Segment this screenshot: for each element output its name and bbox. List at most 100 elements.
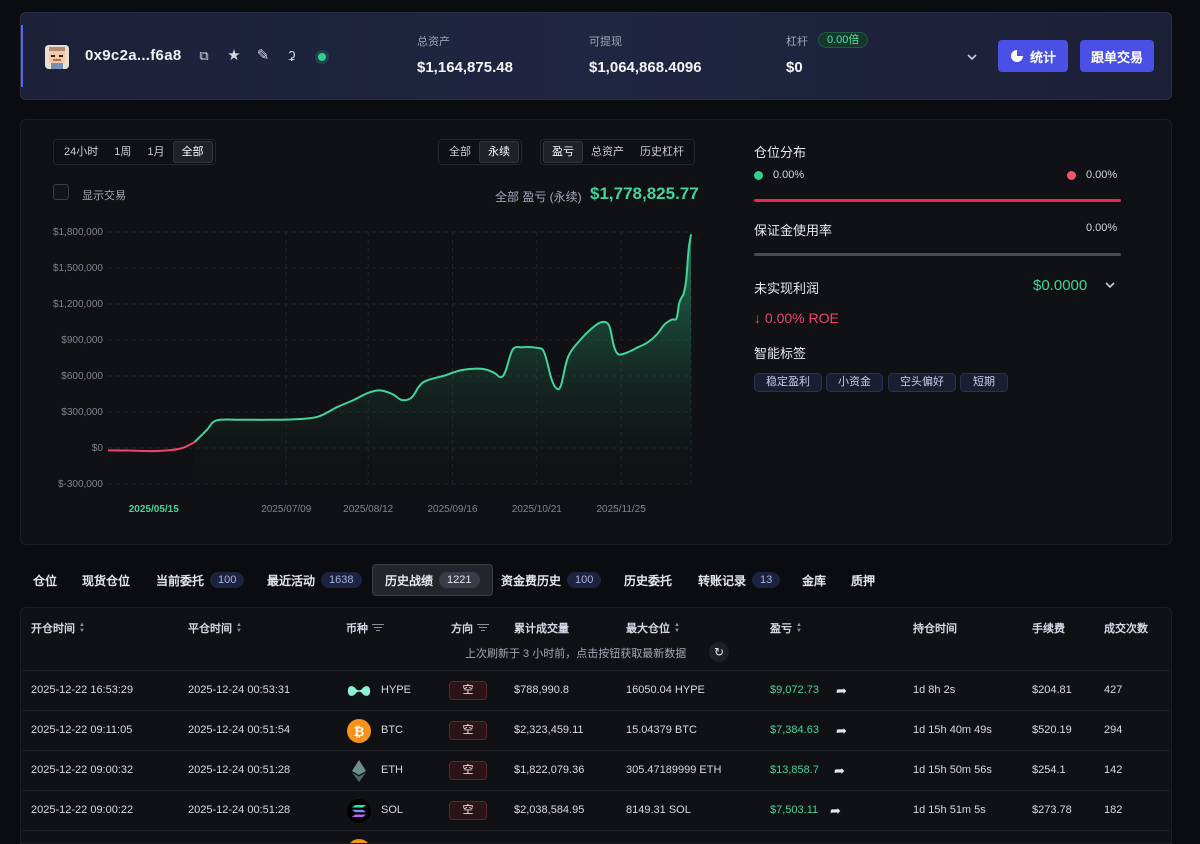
column-header: 累计成交量: [514, 623, 569, 635]
edit-icon[interactable]: ✎: [256, 47, 270, 64]
ear-icon[interactable]: ʡ: [288, 48, 296, 64]
tab-funding-history[interactable]: 资金费历史 100: [489, 564, 613, 596]
stats-button[interactable]: 统计: [998, 40, 1068, 72]
table-row[interactable]: 2025-12-22 09:11:05 2025-12-24 00:51:54 …: [21, 710, 1171, 750]
column-max-position[interactable]: 最大仓位 ▲ ▼: [626, 620, 680, 636]
distribution-bar: [754, 199, 1121, 202]
tab-transfers[interactable]: 转账记录 13: [686, 564, 792, 596]
margin-usage-label: 保证金使用率: [754, 223, 833, 238]
y-tick-label: $-300,000: [58, 479, 103, 490]
show-trades-checkbox[interactable]: [53, 184, 69, 200]
range-selector: 24小时 1周 1月 全部: [53, 139, 216, 165]
coin-symbol: HYPE: [381, 684, 411, 696]
close-time: 2025-12-24 00:53:31: [188, 684, 291, 696]
avatar: [45, 45, 69, 69]
open-time: 2025-12-22 16:53:29: [31, 684, 134, 696]
y-tick-label: $1,500,000: [53, 263, 103, 274]
refresh-icon[interactable]: ↻: [709, 642, 729, 662]
tab-spot-positions[interactable]: 现货仓位: [70, 564, 142, 596]
column-header: 开仓时间: [31, 623, 75, 635]
range-option-1m[interactable]: 1月: [147, 146, 165, 158]
direction-badge: 空: [449, 681, 487, 700]
y-tick-label: $1,800,000: [53, 227, 103, 238]
table-row[interactable]: [21, 830, 1171, 843]
range-option-1w[interactable]: 1周: [114, 146, 132, 158]
copy-trade-button[interactable]: 跟单交易: [1080, 40, 1154, 72]
hold-time: 1d 15h 51m 5s: [913, 804, 986, 816]
max-position: 16050.04 HYPE: [626, 684, 705, 696]
smart-tag: 稳定盈利: [754, 373, 822, 392]
column-close-time[interactable]: 平仓时间 ▲ ▼: [188, 620, 242, 636]
chevron-down-icon[interactable]: [1103, 278, 1117, 297]
range-option-all[interactable]: 全部: [172, 141, 213, 163]
accent-edge: [21, 25, 23, 87]
unrealized-pnl-label: 未实现利润: [754, 281, 820, 296]
tab-order-history[interactable]: 历史委托: [612, 564, 684, 596]
hold-time: 1d 15h 50m 56s: [913, 764, 992, 776]
hold-time: 1d 15h 40m 49s: [913, 724, 992, 736]
star-icon[interactable]: ★: [227, 47, 241, 64]
pnl-area-fill: [194, 234, 691, 484]
margin-usage-percent: 0.00%: [1086, 222, 1118, 234]
filter-icon[interactable]: [477, 624, 489, 632]
trade-count: 142: [1104, 764, 1123, 776]
fee: $273.78: [1032, 804, 1072, 816]
share-icon[interactable]: ➦: [836, 723, 847, 738]
sort-icon[interactable]: ▲ ▼: [674, 622, 680, 634]
tab-positions[interactable]: 仓位: [21, 564, 69, 596]
column-header: 手续费: [1032, 623, 1065, 635]
sort-icon[interactable]: ▲ ▼: [79, 622, 85, 634]
hype-icon: [347, 679, 371, 703]
leverage-value: $0: [786, 59, 803, 76]
smart-tag: 空头偏好: [888, 373, 956, 392]
total-assets-label: 总资产: [417, 36, 450, 48]
market-option-perp[interactable]: 永续: [479, 141, 519, 163]
table-row[interactable]: 2025-12-22 16:53:29 2025-12-24 00:53:31 …: [21, 670, 1171, 710]
tab-staking[interactable]: 质押: [839, 564, 887, 596]
solana-icon: [347, 799, 371, 823]
leverage-label: 杠杆: [786, 36, 808, 48]
column-volume: 累计成交量: [514, 620, 569, 636]
column-header: 最大仓位: [626, 623, 670, 635]
metric-option-assets[interactable]: 总资产: [591, 146, 624, 158]
short-dot: [1067, 171, 1076, 180]
filter-icon[interactable]: [372, 624, 384, 632]
tab-trade-history[interactable]: 历史战绩 1221: [372, 564, 493, 596]
history-tabs: 仓位 现货仓位 当前委托 100 最近活动 1638 历史战绩 1221 资金费历史 1…: [20, 564, 1172, 598]
tab-recent-activity[interactable]: 最近活动 1638: [255, 564, 374, 596]
x-tick-label: 2025/07/09: [261, 504, 311, 515]
column-hold-time: 持仓时间: [913, 620, 957, 636]
pnl-chart-panel: 24小时 1周 1月 全部 全部 永续 盈亏 总资产 历史杠杆 显示交易 全部 …: [20, 119, 1172, 545]
column-header: 平仓时间: [188, 623, 232, 635]
column-trade-count: 成交次数: [1104, 620, 1148, 636]
chevron-down-icon[interactable]: [965, 50, 979, 64]
tab-label: 最近活动: [267, 573, 316, 588]
sort-icon[interactable]: ▲ ▼: [236, 622, 242, 634]
close-time: 2025-12-24 00:51:54: [188, 724, 291, 736]
tab-vaults[interactable]: 金库: [790, 564, 838, 596]
open-time: 2025-12-22 09:00:32: [31, 764, 134, 776]
pnl-summary-label: 全部 盈亏 (永续): [495, 190, 582, 204]
column-direction[interactable]: 方向: [451, 620, 489, 636]
tab-open-orders[interactable]: 当前委托 100: [144, 564, 256, 596]
metric-selector: 盈亏 总资产 历史杠杆: [540, 139, 695, 165]
metric-option-pnl[interactable]: 盈亏: [543, 141, 583, 163]
market-option-all[interactable]: 全部: [449, 146, 471, 158]
column-pnl[interactable]: 盈亏 ▲ ▼: [770, 620, 802, 636]
table-row[interactable]: 2025-12-22 09:00:32 2025-12-24 00:51:28 …: [21, 750, 1171, 790]
table-row[interactable]: 2025-12-22 09:00:22 2025-12-24 00:51:28 …: [21, 790, 1171, 830]
x-tick-label: 2025/08/12: [343, 504, 393, 515]
ethereum-icon: [347, 759, 371, 783]
column-coin[interactable]: 币种: [346, 620, 384, 636]
trade-count: 427: [1104, 684, 1123, 696]
sort-icon[interactable]: ▲ ▼: [796, 622, 802, 634]
share-icon[interactable]: ➦: [834, 763, 845, 778]
copy-icon[interactable]: ⧉: [199, 48, 209, 63]
share-icon[interactable]: ➦: [830, 803, 841, 818]
share-icon[interactable]: ➦: [836, 683, 847, 698]
pnl-line-negative: [107, 441, 196, 453]
range-option-24h[interactable]: 24小时: [64, 146, 99, 158]
column-open-time[interactable]: 开仓时间 ▲ ▼: [31, 620, 85, 636]
metric-option-leverage[interactable]: 历史杠杆: [640, 146, 684, 158]
tab-label: 现货仓位: [82, 573, 131, 588]
